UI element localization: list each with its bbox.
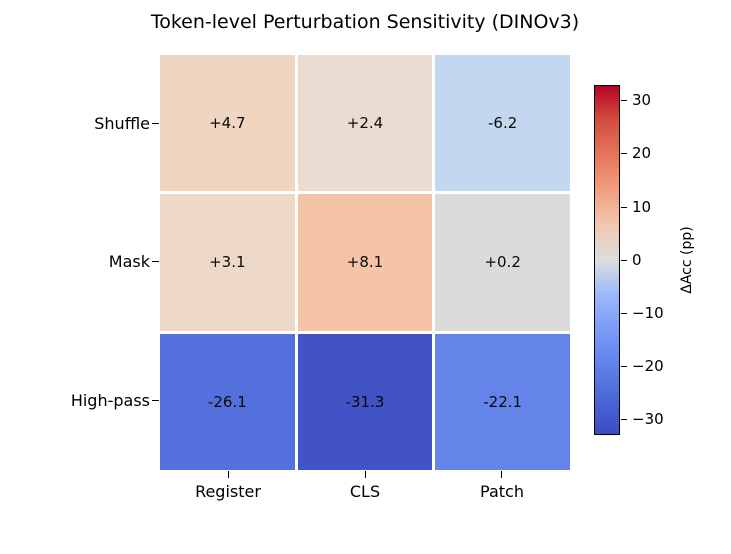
y-axis-label-shuffle: Shuffle — [94, 114, 150, 133]
x-tick-mark — [501, 471, 503, 478]
y-tick-mark — [152, 261, 159, 263]
colorbar-tick-mark — [621, 313, 627, 315]
colorbar-tick-label: 10 — [632, 198, 652, 216]
x-axis-label-cls: CLS — [349, 482, 381, 501]
y-axis-label-highpass: High-pass — [70, 391, 150, 410]
heatmap-grid: +4.7 +2.4 -6.2 +3.1 +8.1 +0.2 -26.1 -31.… — [160, 55, 570, 470]
y-tick-mark — [152, 400, 159, 402]
colorbar-tick-label: 20 — [632, 144, 652, 162]
colorbar — [594, 85, 620, 435]
heatmap-cell: -6.2 — [435, 55, 570, 192]
colorbar-tick-label: −30 — [632, 410, 664, 428]
heatmap-cell: +4.7 — [160, 55, 295, 192]
heatmap-cell: +8.1 — [297, 194, 433, 331]
heatmap-cell: -26.1 — [160, 333, 295, 470]
heatmap-cell: +3.1 — [160, 194, 295, 331]
colorbar-axis-label: ΔAcc (pp) — [679, 226, 695, 294]
colorbar-tick-mark — [621, 100, 627, 102]
colorbar-tick-label: −20 — [632, 357, 664, 375]
heatmap-cell: -31.3 — [297, 333, 433, 470]
y-axis-label-mask: Mask — [108, 252, 150, 271]
x-tick-mark — [228, 471, 230, 478]
colorbar-tick-mark — [621, 419, 627, 421]
x-axis-label-register: Register — [195, 482, 261, 501]
colorbar-tick-label: 30 — [632, 91, 652, 109]
colorbar-tick-mark — [621, 260, 627, 262]
colorbar-tick-mark — [621, 153, 627, 155]
colorbar-tick-label: 0 — [632, 251, 642, 269]
x-axis-label-patch: Patch — [480, 482, 524, 501]
colorbar-tick-mark — [621, 366, 627, 368]
x-tick-mark — [365, 471, 367, 478]
colorbar-tick-mark — [621, 207, 627, 209]
y-tick-mark — [152, 123, 159, 125]
heatmap-cell: +0.2 — [435, 194, 570, 331]
heatmap-cell: +2.4 — [297, 55, 433, 192]
heatmap-cell: -22.1 — [435, 333, 570, 470]
colorbar-tick-label: −10 — [632, 304, 664, 322]
chart-title: Token-level Perturbation Sensitivity (DI… — [150, 11, 580, 33]
